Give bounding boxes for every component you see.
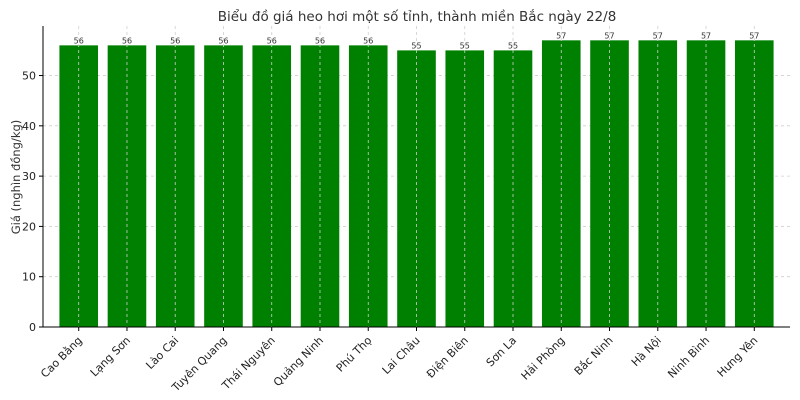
- x-tick-label-14: Hưng Yên: [715, 334, 761, 380]
- bar-value-label-7: 55: [411, 41, 421, 50]
- x-tick-label-6: Phú Thọ: [334, 334, 375, 375]
- chart-title: Biểu đồ giá heo hơi một số tỉnh, thành m…: [218, 8, 617, 25]
- bar-value-label-12: 57: [653, 31, 663, 40]
- x-tick-label-1: Lạng Sơn: [88, 334, 133, 379]
- vertical-grid-layer: [78, 26, 755, 327]
- x-tick-label-0: Cao Bằng: [38, 334, 85, 381]
- y-tick-label-4: 40: [22, 120, 36, 133]
- bar-value-label-1: 56: [122, 36, 132, 45]
- y-tick-label-2: 20: [22, 220, 36, 233]
- bar-value-label-4: 56: [267, 36, 277, 45]
- x-tick-label-2: Lào Cai: [143, 334, 181, 372]
- bar-value-label-13: 57: [701, 31, 711, 40]
- y-tick-label-3: 30: [22, 170, 36, 183]
- y-tick-label-0: 0: [29, 321, 36, 334]
- bar-value-label-10: 57: [556, 31, 566, 40]
- x-tick-label-12: Hà Nội: [629, 334, 664, 369]
- bar-value-label-0: 56: [74, 36, 84, 45]
- bar-value-label-9: 55: [508, 41, 518, 50]
- x-tick-label-7: Lai Châu: [380, 334, 423, 377]
- y-tick-label-1: 10: [22, 271, 36, 284]
- y-tick-label-5: 50: [22, 70, 36, 83]
- x-tick-label-10: Hải Phòng: [519, 334, 568, 383]
- bar-value-labels: 56 56 56 56 56 56 56 55 55 55 57 57 57 57 57: [74, 31, 760, 50]
- bar-value-label-3: 56: [218, 36, 228, 45]
- x-tick-label-9: Sơn La: [484, 334, 519, 369]
- bar-value-label-14: 57: [749, 31, 759, 40]
- x-tick-label-8: Điện Biên: [424, 334, 471, 381]
- x-tick-label-11: Bắc Ninh: [572, 334, 616, 378]
- bar-value-label-6: 56: [363, 36, 373, 45]
- y-ticks: 0 10 20 30 40 50: [22, 70, 43, 334]
- y-axis-label: Giá (nghìn đồng/kg): [9, 120, 23, 235]
- bar-value-label-5: 56: [315, 36, 325, 45]
- bar-value-label-2: 56: [170, 36, 180, 45]
- bar-value-label-11: 57: [604, 31, 614, 40]
- x-tick-label-13: Ninh Bình: [665, 334, 712, 381]
- bar-value-label-8: 55: [460, 41, 470, 50]
- x-tick-label-5: Quảng Ninh: [271, 334, 326, 389]
